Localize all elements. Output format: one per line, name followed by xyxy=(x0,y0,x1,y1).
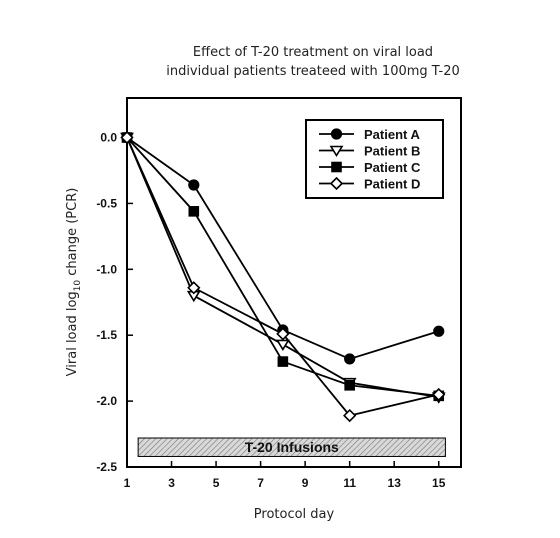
legend-marker xyxy=(329,145,344,158)
x-tick-label: 1 xyxy=(124,476,131,490)
data-point xyxy=(120,130,134,145)
y-axis-label: Viral load log10 change (PCR) xyxy=(65,188,83,377)
y-axis-label-subscript: 10 xyxy=(73,280,83,292)
data-point xyxy=(276,327,290,341)
data-point xyxy=(344,353,356,365)
data-point xyxy=(187,281,201,295)
legend-entry-label: Patient C xyxy=(364,160,421,175)
legend-marker xyxy=(331,161,342,173)
infusion-band xyxy=(137,437,446,457)
y-tick-label: -2.5 xyxy=(96,460,117,474)
x-tick-label: 5 xyxy=(213,476,220,490)
x-tick-label: 9 xyxy=(302,476,309,490)
data-point xyxy=(432,387,446,402)
y-tick-label: -0.5 xyxy=(96,196,117,210)
y-tick-label: 0.0 xyxy=(100,131,117,145)
y-tick-label: -2.0 xyxy=(96,394,117,408)
y-axis-label-suffix: change (PCR) xyxy=(65,188,80,280)
legend-frame xyxy=(305,119,444,199)
x-tick-label: 11 xyxy=(343,476,356,490)
x-tick-label: 13 xyxy=(388,476,402,490)
data-point xyxy=(275,339,290,351)
data-point xyxy=(433,325,445,337)
data-point xyxy=(344,379,355,391)
y-tick-label: -1.0 xyxy=(96,262,117,276)
legend-marker xyxy=(330,128,343,140)
legend-entry-label: Patient D xyxy=(364,177,420,192)
legend-entry-label: Patient B xyxy=(364,144,420,159)
infusion-band-label: T-20 Infusions xyxy=(245,439,339,455)
y-tick-label: -1.5 xyxy=(96,328,117,342)
legend-entry-label: Patient A xyxy=(364,127,420,142)
chart-title-line-1: Effect of T-20 treatment on viral load xyxy=(193,45,433,60)
legend-marker xyxy=(329,176,344,191)
x-tick-label: 15 xyxy=(432,476,446,490)
x-tick-label: 7 xyxy=(257,476,264,490)
y-axis-label-prefix: Viral load log xyxy=(65,291,80,376)
data-point xyxy=(188,179,200,191)
chart-title-line-2: individual patients treateed with 100mg … xyxy=(166,64,460,79)
data-point xyxy=(343,408,357,423)
data-point xyxy=(188,206,200,217)
plot-frame xyxy=(126,97,462,468)
data-point xyxy=(277,356,289,367)
x-tick-label: 3 xyxy=(168,476,175,490)
x-axis-label: Protocol day xyxy=(254,507,335,522)
